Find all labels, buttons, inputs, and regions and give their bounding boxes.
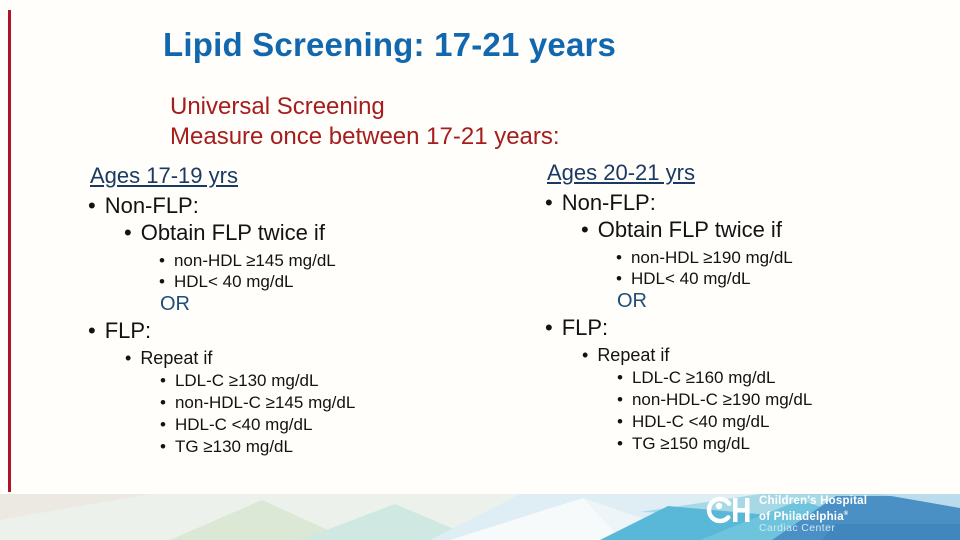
- list-item: Non-FLP:: [88, 192, 518, 219]
- slide-subtitle: Universal Screening Measure once between…: [170, 92, 560, 152]
- list-item: LDL-C ≥160 mg/dL: [617, 367, 960, 389]
- list-item: TG ≥150 mg/dL: [617, 433, 960, 455]
- list-item: Non-FLP:: [545, 189, 960, 216]
- list-item: FLP:: [545, 314, 960, 341]
- list-item: non-HDL-C ≥145 mg/dL: [160, 392, 518, 414]
- list-item: HDL< 40 mg/dL: [616, 268, 960, 289]
- logo-wordmark: Children's Hospital of Philadelphia®: [759, 495, 867, 523]
- chop-logo: Children's Hospital of Philadelphia® Car…: [654, 494, 954, 534]
- list-item: FLP:: [88, 317, 518, 344]
- list-item: Repeat if: [582, 343, 960, 367]
- chop-logo-icon: [706, 496, 750, 524]
- list-item: TG ≥130 mg/dL: [160, 436, 518, 458]
- list-item: HDL-C <40 mg/dL: [160, 414, 518, 436]
- or-label: OR: [160, 293, 190, 315]
- list-item: Obtain FLP twice if: [124, 219, 518, 246]
- footer-band: Children's Hospital of Philadelphia® Car…: [0, 494, 960, 540]
- list-item: non-HDL-C ≥190 mg/dL: [617, 389, 960, 411]
- list-item: LDL-C ≥130 mg/dL: [160, 370, 518, 392]
- subtitle-line-1: Universal Screening: [170, 93, 385, 120]
- list-item: Repeat if: [125, 346, 518, 370]
- list-item: non-HDL ≥190 mg/dL: [616, 247, 960, 268]
- logo-line-2: of Philadelphia®: [759, 510, 849, 523]
- list-item: HDL< 40 mg/dL: [159, 271, 518, 292]
- column-heading: Ages 20-21 yrs: [547, 160, 695, 185]
- cardiac-center-label: Cardiac Center: [759, 522, 836, 534]
- list-item: Obtain FLP twice if: [581, 216, 960, 243]
- left-accent-rule: [8, 10, 11, 492]
- column-heading: Ages 17-19 yrs: [90, 163, 238, 188]
- subtitle-line-2: Measure once between 17-21 years:: [170, 123, 560, 150]
- column-ages-20-21: Ages 20-21 yrs Non-FLP: Obtain FLP twice…: [545, 160, 960, 455]
- list-item: non-HDL ≥145 mg/dL: [159, 250, 518, 271]
- logo-line-1: Children's Hospital: [759, 495, 868, 507]
- column-ages-17-19: Ages 17-19 yrs Non-FLP: Obtain FLP twice…: [88, 163, 518, 458]
- list-item: HDL-C <40 mg/dL: [617, 411, 960, 433]
- slide-title: Lipid Screening: 17-21 years: [163, 26, 617, 63]
- or-label: OR: [617, 290, 647, 312]
- registered-mark: ®: [843, 510, 849, 517]
